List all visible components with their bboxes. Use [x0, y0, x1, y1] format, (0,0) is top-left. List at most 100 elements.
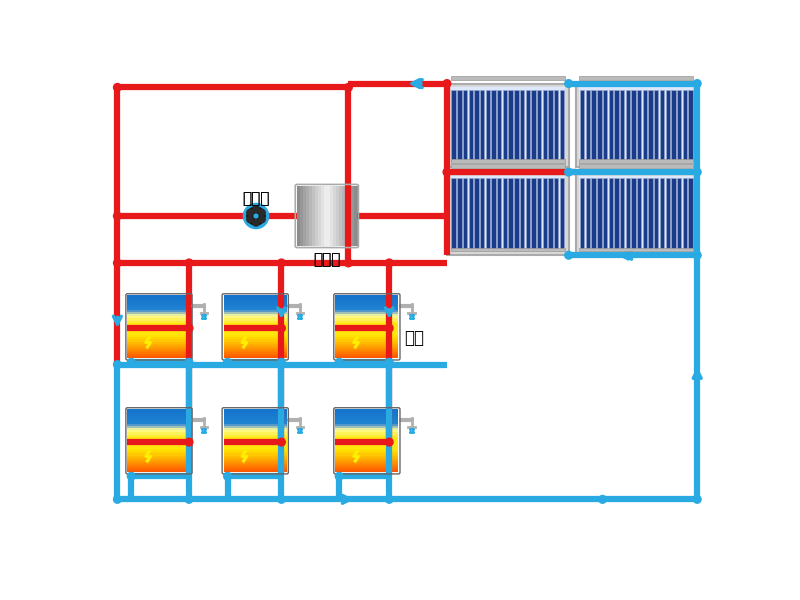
- Bar: [520, 90, 524, 161]
- Bar: [579, 248, 694, 251]
- Bar: [620, 90, 624, 161]
- Bar: [127, 419, 190, 422]
- Bar: [469, 178, 473, 249]
- Bar: [127, 455, 190, 458]
- Bar: [224, 438, 287, 441]
- Bar: [671, 178, 675, 249]
- Bar: [609, 178, 613, 249]
- Bar: [127, 322, 190, 325]
- Bar: [335, 353, 398, 356]
- Bar: [586, 90, 590, 161]
- Bar: [224, 421, 287, 424]
- Bar: [688, 90, 693, 161]
- Bar: [224, 449, 287, 451]
- Bar: [127, 316, 190, 319]
- Bar: [127, 449, 190, 451]
- Circle shape: [246, 209, 254, 217]
- Bar: [666, 178, 670, 249]
- Bar: [497, 178, 502, 249]
- Bar: [127, 467, 190, 470]
- Bar: [224, 347, 287, 350]
- Bar: [127, 297, 190, 299]
- Bar: [127, 356, 190, 358]
- Bar: [127, 347, 190, 350]
- Bar: [127, 457, 190, 460]
- Circle shape: [386, 358, 393, 366]
- Bar: [451, 88, 565, 163]
- Bar: [542, 90, 547, 161]
- Bar: [649, 178, 653, 249]
- Bar: [127, 434, 190, 437]
- Bar: [614, 178, 618, 249]
- Bar: [688, 178, 693, 249]
- Bar: [127, 466, 190, 468]
- Bar: [345, 186, 349, 246]
- Bar: [335, 311, 398, 314]
- Bar: [224, 432, 287, 434]
- Bar: [335, 299, 398, 302]
- Bar: [224, 446, 287, 449]
- Text: 水筱: 水筱: [405, 329, 425, 347]
- Bar: [654, 178, 658, 249]
- Circle shape: [185, 259, 193, 267]
- Bar: [224, 332, 287, 335]
- Bar: [514, 178, 518, 249]
- Bar: [127, 331, 190, 333]
- Bar: [224, 337, 287, 340]
- Bar: [335, 314, 398, 316]
- Bar: [335, 438, 398, 441]
- Bar: [335, 445, 398, 447]
- Bar: [520, 178, 524, 249]
- Bar: [631, 90, 636, 161]
- Circle shape: [386, 361, 393, 368]
- Bar: [335, 461, 398, 464]
- Bar: [335, 347, 398, 350]
- Bar: [127, 299, 190, 302]
- Bar: [463, 90, 467, 161]
- Bar: [224, 415, 287, 418]
- Bar: [224, 297, 287, 299]
- Bar: [224, 470, 287, 472]
- Bar: [560, 90, 564, 161]
- Bar: [224, 455, 287, 458]
- Bar: [224, 451, 287, 454]
- Bar: [642, 90, 647, 161]
- Bar: [335, 436, 398, 439]
- Bar: [335, 310, 398, 312]
- Bar: [224, 453, 287, 455]
- Bar: [526, 90, 530, 161]
- Circle shape: [114, 361, 122, 368]
- Bar: [306, 186, 310, 246]
- Text: 循环泵: 循环泵: [242, 191, 270, 206]
- Bar: [660, 90, 664, 161]
- Circle shape: [185, 361, 193, 368]
- Bar: [224, 295, 287, 298]
- Circle shape: [185, 438, 193, 446]
- Bar: [127, 335, 190, 337]
- Bar: [335, 457, 398, 460]
- Bar: [224, 352, 287, 354]
- Bar: [224, 353, 287, 356]
- Bar: [127, 332, 190, 335]
- Bar: [224, 459, 287, 462]
- Bar: [224, 328, 287, 331]
- Bar: [309, 186, 313, 246]
- Circle shape: [278, 358, 286, 366]
- Bar: [554, 90, 558, 161]
- Bar: [637, 178, 642, 249]
- Circle shape: [443, 168, 451, 176]
- Bar: [224, 417, 287, 420]
- Bar: [502, 90, 507, 161]
- Bar: [579, 176, 694, 251]
- Bar: [603, 90, 607, 161]
- Bar: [224, 461, 287, 464]
- Bar: [335, 470, 398, 472]
- Bar: [335, 345, 398, 348]
- Bar: [224, 409, 287, 412]
- Bar: [127, 413, 190, 416]
- Bar: [335, 326, 398, 329]
- Bar: [127, 311, 190, 314]
- Bar: [597, 178, 602, 249]
- Bar: [127, 415, 190, 418]
- Bar: [335, 343, 398, 346]
